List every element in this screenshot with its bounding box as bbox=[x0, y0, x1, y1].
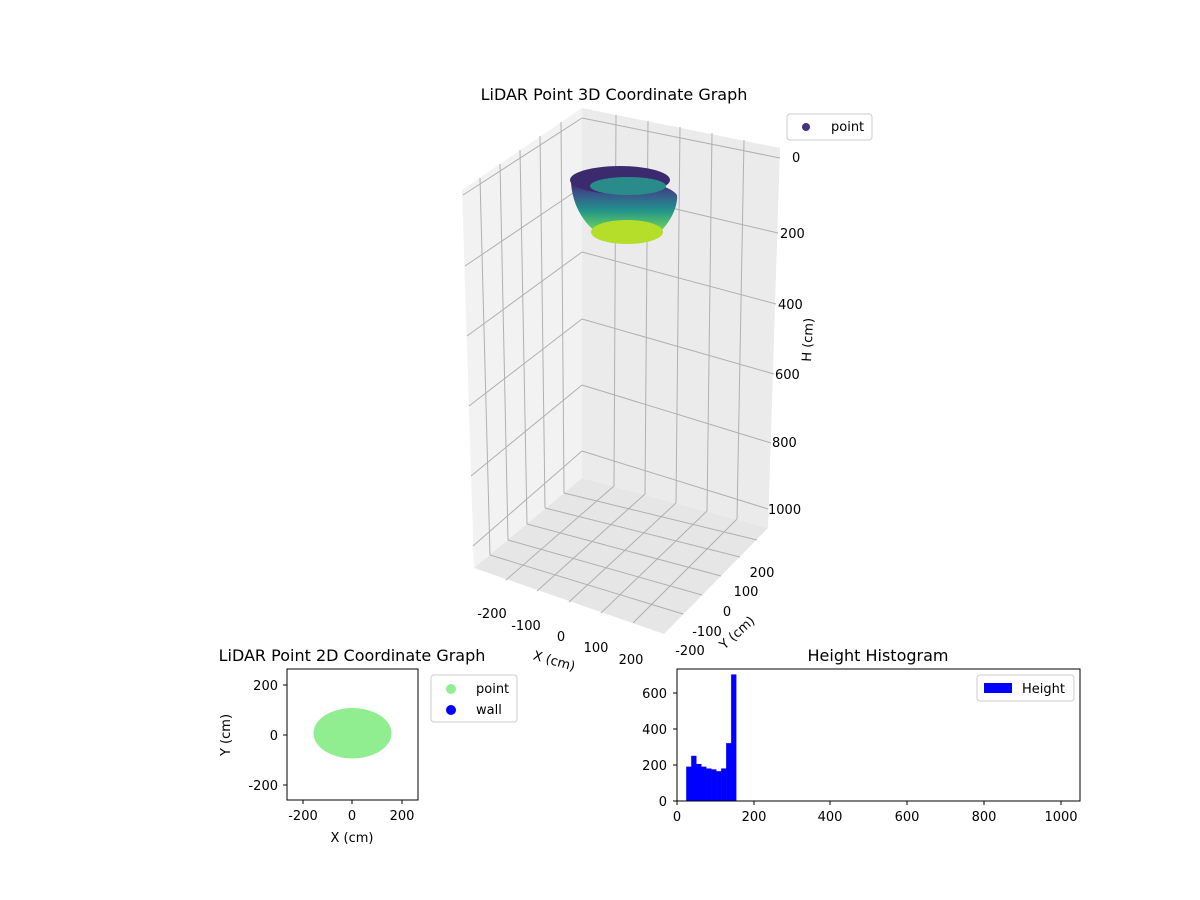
x-tick: 200 bbox=[619, 653, 644, 668]
z-axis-label: H (cm) bbox=[800, 318, 817, 363]
x-axis-label-3d: X (cm) bbox=[531, 648, 576, 674]
histogram-bar bbox=[691, 755, 697, 801]
y-tick: 0 bbox=[723, 605, 731, 620]
legend-hist-label: Height bbox=[1022, 682, 1065, 697]
z-tick: 200 bbox=[780, 227, 805, 242]
x-tick-hist: 200 bbox=[742, 810, 767, 825]
histogram-bar bbox=[696, 763, 702, 801]
histogram-bar bbox=[701, 766, 707, 801]
y-tick-hist: 400 bbox=[642, 723, 667, 738]
pane-back-left bbox=[462, 108, 582, 568]
x-tick: 100 bbox=[584, 641, 609, 656]
legend-2d-point-label: point bbox=[476, 682, 509, 697]
chart-3d: LiDAR Point 3D Coordinate Graph bbox=[462, 85, 873, 675]
grid-3d bbox=[462, 114, 781, 624]
y-tick: 100 bbox=[734, 585, 759, 600]
y-tick: 200 bbox=[750, 566, 775, 581]
x-tick: -100 bbox=[511, 619, 541, 634]
histogram-bar bbox=[731, 674, 737, 801]
x-tick-hist: 1000 bbox=[1044, 810, 1077, 825]
legend-2d: point wall bbox=[430, 674, 518, 723]
x-tick-2d: -200 bbox=[288, 809, 318, 824]
histogram-title: Height Histogram bbox=[808, 646, 949, 665]
chart-2d-title: LiDAR Point 2D Coordinate Graph bbox=[219, 646, 486, 665]
x-tick: -200 bbox=[477, 607, 507, 622]
cloud-lower bbox=[591, 220, 663, 244]
x-tick-hist: 400 bbox=[818, 810, 843, 825]
histogram-bar bbox=[726, 743, 732, 801]
x-tick-hist: 600 bbox=[895, 810, 920, 825]
pane-floor bbox=[474, 478, 768, 634]
chart-3d-title: LiDAR Point 3D Coordinate Graph bbox=[481, 85, 748, 104]
z-tick: 1000 bbox=[768, 503, 801, 518]
y-tick-hist: 0 bbox=[659, 795, 667, 810]
histogram-bar bbox=[716, 771, 722, 801]
y-tick-hist: 200 bbox=[642, 759, 667, 774]
z-tick: 400 bbox=[778, 298, 803, 313]
legend-hist-swatch bbox=[984, 683, 1012, 693]
z-axis: 0 200 400 600 800 1000 H (cm) bbox=[768, 151, 817, 518]
x-axis-hist: 0 200 400 600 800 1000 bbox=[673, 801, 1078, 825]
legend-2d-wall-marker bbox=[446, 705, 456, 715]
histogram-bar bbox=[686, 766, 692, 801]
legend-3d-label: point bbox=[831, 120, 864, 135]
y-tick: -100 bbox=[692, 625, 722, 640]
x-axis-3d: -200 -100 0 100 200 X (cm) bbox=[477, 607, 643, 675]
chart-2d: LiDAR Point 2D Coordinate Graph -200 0 2… bbox=[219, 646, 518, 846]
y-tick-2d: 0 bbox=[270, 729, 278, 744]
y-axis-2d: 200 0 -200 Y (cm) bbox=[219, 679, 287, 794]
z-tick: 600 bbox=[775, 368, 800, 383]
point-cloud-2d bbox=[313, 708, 392, 759]
cloud-inner bbox=[590, 177, 666, 195]
x-tick-2d: 0 bbox=[348, 809, 356, 824]
legend-2d-wall-label: wall bbox=[476, 703, 502, 718]
x-axis-2d: -200 0 200 X (cm) bbox=[288, 800, 414, 846]
z-tick: 0 bbox=[792, 151, 800, 166]
histogram-bar bbox=[711, 769, 717, 801]
y-tick: -200 bbox=[675, 644, 705, 659]
legend-3d: point bbox=[786, 113, 873, 141]
chart-histogram: Height Histogram 0 200 400 600 800 1000 … bbox=[642, 646, 1081, 825]
legend-3d-marker bbox=[802, 123, 810, 131]
legend-2d-point-marker bbox=[446, 684, 456, 694]
histogram-bar bbox=[721, 768, 727, 801]
y-axis-hist: 0 200 400 600 bbox=[642, 687, 677, 810]
y-tick-2d: 200 bbox=[253, 679, 278, 694]
y-tick-2d: -200 bbox=[248, 779, 278, 794]
point-cloud-3d bbox=[570, 166, 678, 244]
x-tick: 0 bbox=[557, 630, 565, 645]
x-tick-hist: 800 bbox=[972, 810, 997, 825]
x-tick-hist: 0 bbox=[673, 810, 681, 825]
histogram-bar bbox=[706, 768, 712, 801]
y-axis-label-2d: Y (cm) bbox=[219, 714, 234, 757]
y-tick-hist: 600 bbox=[642, 687, 667, 702]
histogram-frame bbox=[676, 668, 1081, 802]
histogram-bars bbox=[686, 674, 737, 801]
x-tick-2d: 200 bbox=[390, 809, 415, 824]
z-tick: 800 bbox=[772, 436, 797, 451]
legend-hist: Height bbox=[976, 674, 1075, 702]
x-axis-label-2d: X (cm) bbox=[331, 831, 374, 846]
